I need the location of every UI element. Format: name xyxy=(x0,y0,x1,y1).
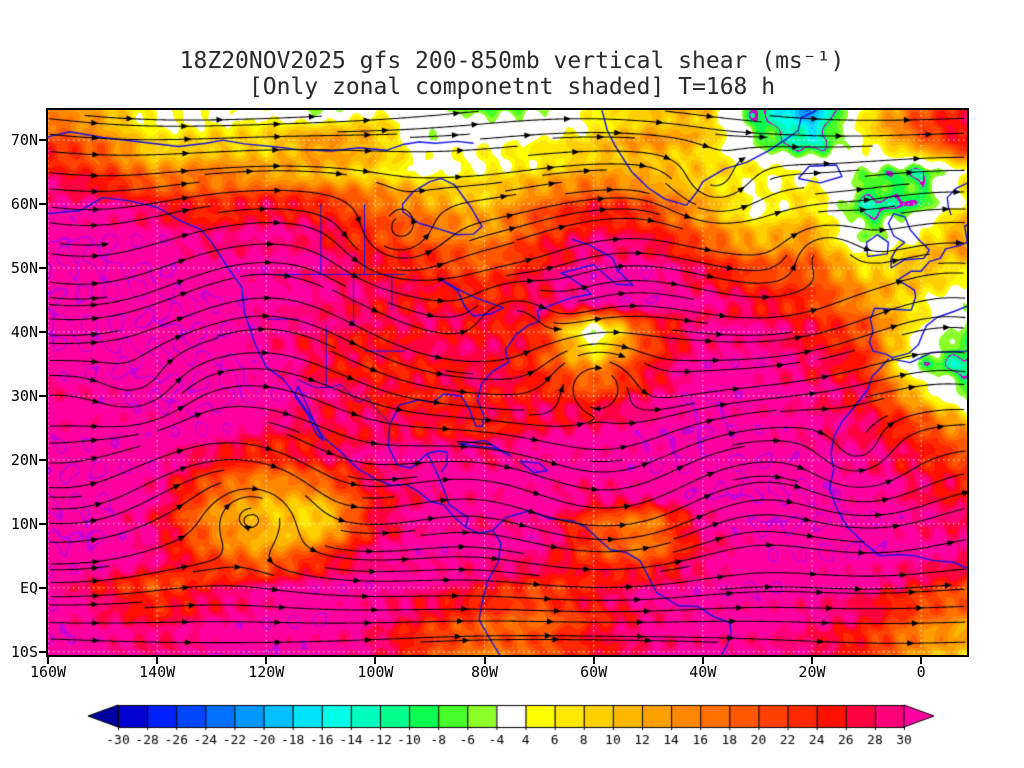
x-axis-tick xyxy=(920,657,923,664)
y-axis-tick xyxy=(39,266,46,269)
y-axis-label: 10N xyxy=(10,514,38,533)
y-axis-tick xyxy=(39,139,46,142)
y-axis-tick xyxy=(39,586,46,589)
x-axis-label: 60W xyxy=(580,663,608,681)
x-axis-tick xyxy=(810,657,813,664)
x-axis-tick xyxy=(156,657,159,664)
x-axis-tick xyxy=(483,657,486,664)
x-axis-label: 100W xyxy=(357,663,394,681)
colorbar xyxy=(76,703,956,755)
y-axis-label: 50N xyxy=(10,258,38,277)
y-axis-tick xyxy=(39,522,46,525)
y-axis-label: 40N xyxy=(10,322,38,341)
y-axis-label: 60N xyxy=(10,195,38,214)
shear-map-canvas xyxy=(48,110,967,655)
x-axis-label: 160W xyxy=(29,663,67,681)
x-axis-tick xyxy=(592,657,595,664)
y-axis-label: 20N xyxy=(10,450,38,469)
y-axis-tick xyxy=(39,203,46,206)
y-axis-tick xyxy=(39,330,46,333)
map-plot-frame xyxy=(46,108,969,657)
y-axis-label: 70N xyxy=(10,131,38,150)
x-axis-label: 80W xyxy=(471,663,499,681)
x-axis-label: 40W xyxy=(689,663,717,681)
x-axis-label: 20W xyxy=(798,663,826,681)
x-axis-tick xyxy=(265,657,268,664)
y-axis-tick xyxy=(39,650,46,653)
x-axis-tick xyxy=(374,657,377,664)
x-axis-tick xyxy=(47,657,49,664)
y-axis-label: EQ xyxy=(19,578,38,597)
x-axis-tick xyxy=(701,657,704,664)
chart-title-line2: [Only zonal componetnt shaded] T=168 h xyxy=(248,74,776,100)
y-axis-tick xyxy=(39,458,46,461)
y-axis-label: 10S xyxy=(10,642,38,661)
y-axis-tick xyxy=(39,394,46,397)
x-axis-label: 140W xyxy=(139,663,176,681)
x-axis-label: 0 xyxy=(916,663,926,681)
chart-title-line1: 18Z20NOV2025 gfs 200-850mb vertical shea… xyxy=(179,48,845,74)
y-axis-label: 30N xyxy=(10,386,38,405)
x-axis-label: 120W xyxy=(248,663,285,681)
